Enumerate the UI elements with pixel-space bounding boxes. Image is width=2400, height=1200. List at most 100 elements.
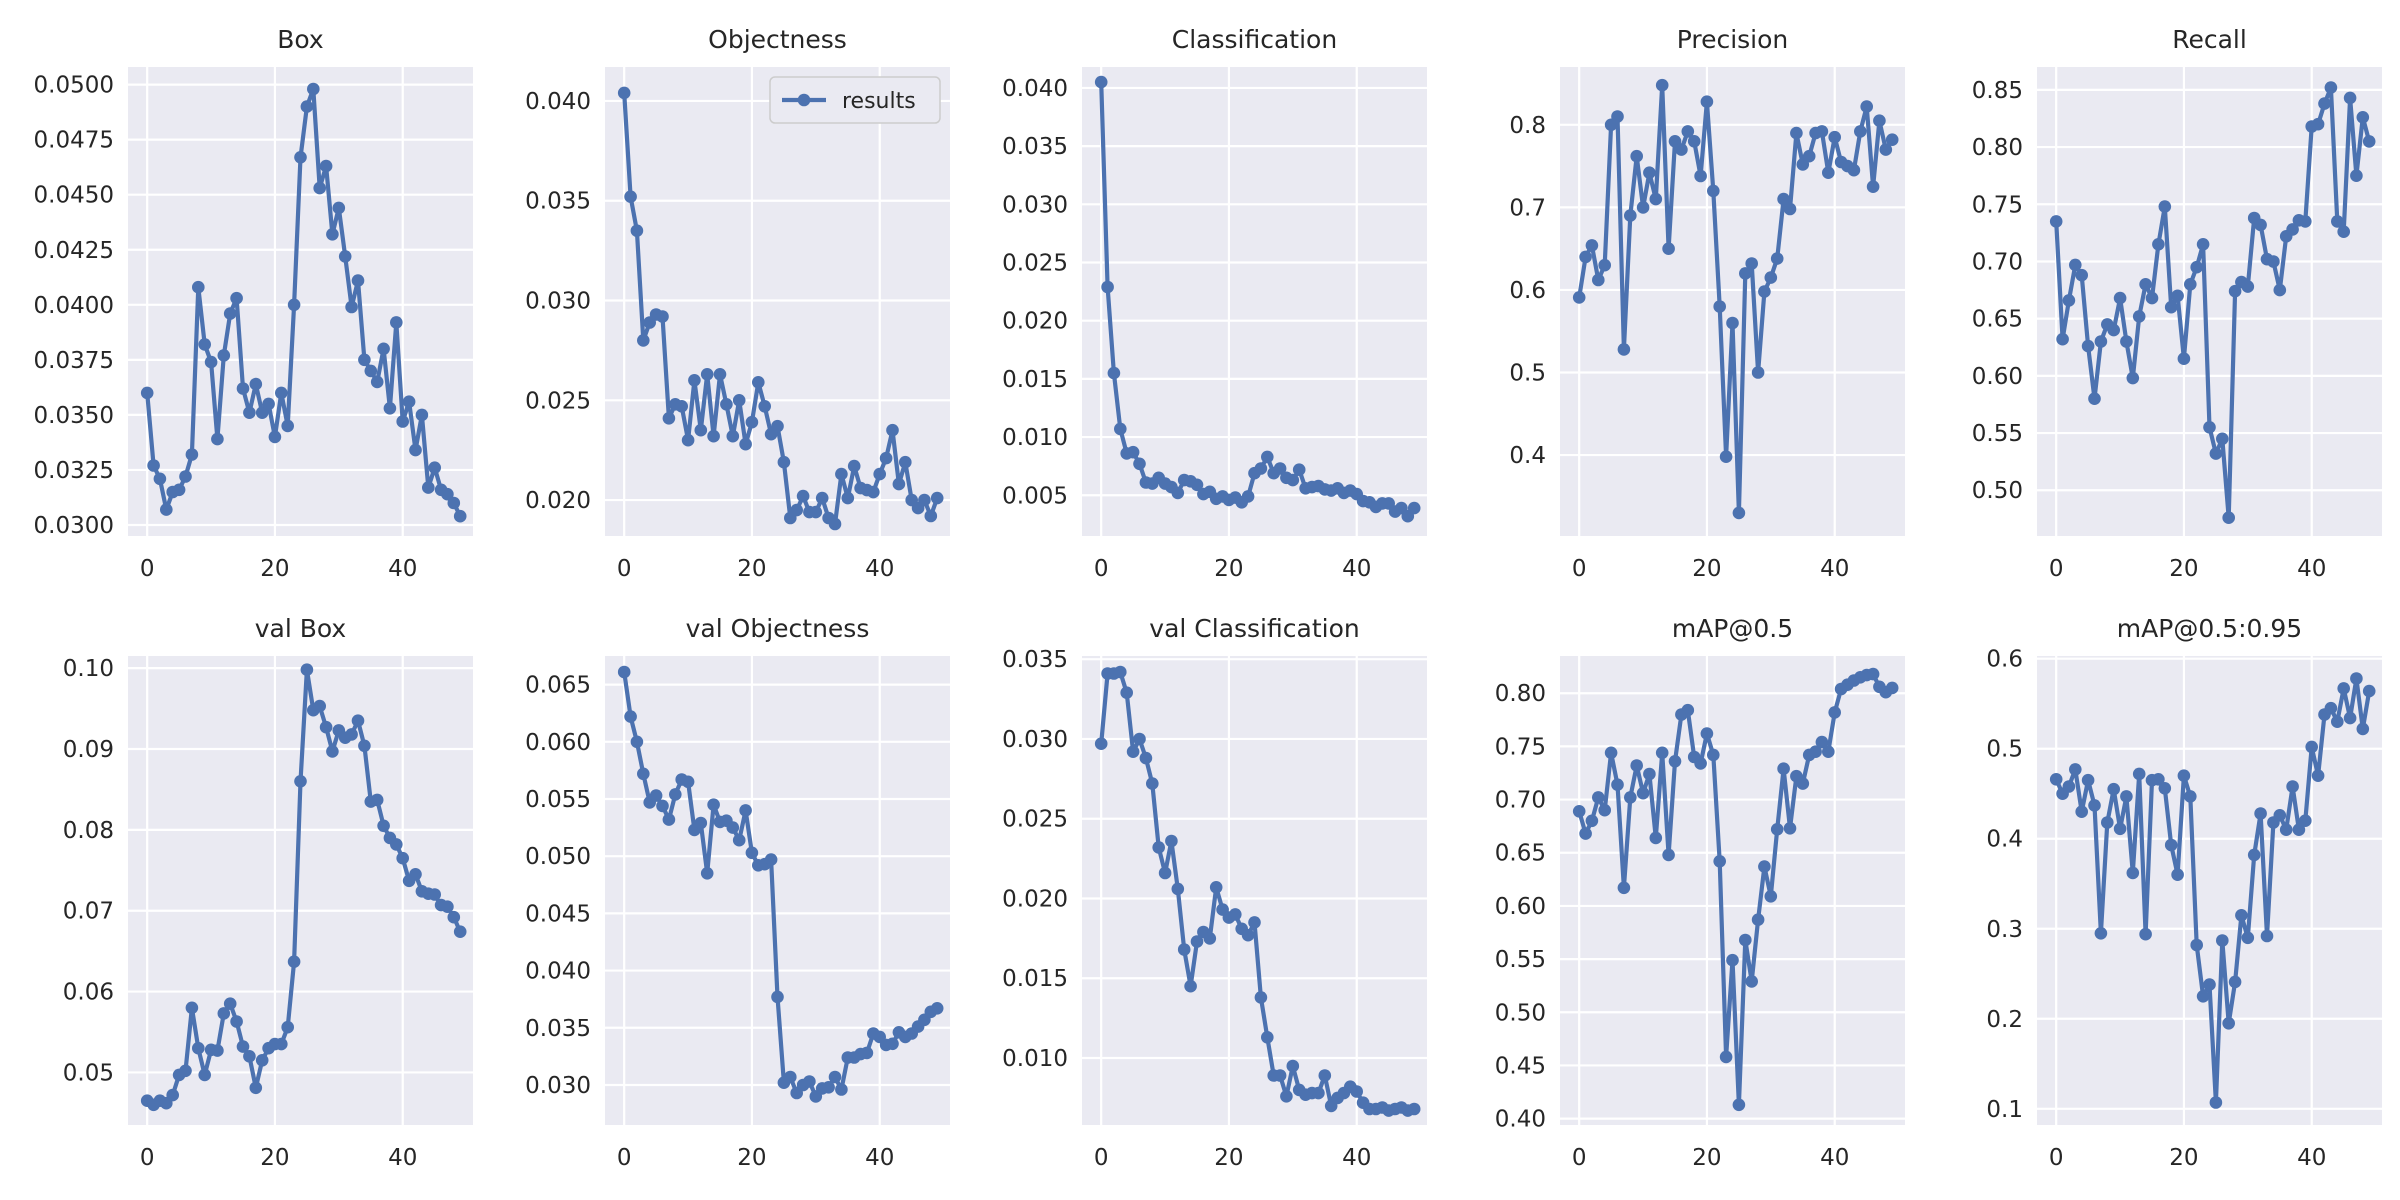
data-point [1726,953,1739,967]
x-tick-label: 20 [260,556,289,582]
data-point [185,448,199,461]
data-point [1675,143,1688,156]
data-point [1694,169,1707,183]
data-point [1572,291,1586,304]
data-point [396,851,410,865]
chart-1: 0.020 0.025 0.030 0.035 0.040 0 20 40 Objectness… [525,25,950,582]
data-point [2216,432,2229,446]
data-point [2196,238,2210,251]
data-point [2062,294,2076,307]
data-point [1707,184,1720,198]
x-tick-label: 20 [737,1145,766,1171]
data-point [1604,746,1618,760]
chart-title: val Box [255,614,346,643]
data-point [745,846,759,860]
data-point [1286,1059,1300,1073]
y-tick-label: 0.80 [1972,135,2023,161]
y-tick-label: 0.055 [525,787,591,813]
data-point [243,1050,256,1063]
data-point [1171,486,1185,500]
data-point [1318,1069,1332,1082]
data-point [428,461,442,475]
data-point [441,900,454,913]
data-point [1681,125,1695,138]
data-point [2164,838,2178,852]
y-tick-label: 0.75 [1495,734,1546,760]
x-tick-label: 0 [1572,1145,1587,1171]
data-point [1598,803,1611,817]
chart-2: 0.005 0.010 0.015 0.020 0.025 0.030 0.035 0.040… [1002,25,1427,582]
data-point [2120,790,2133,803]
data-point [1643,166,1656,179]
x-tick-label: 0 [140,556,155,582]
data-point [924,509,938,523]
data-point [2247,848,2261,862]
data-point [1094,737,1108,750]
data-point [2088,799,2101,812]
data-point [681,775,695,789]
data-point [726,429,740,443]
data-point [2056,332,2069,346]
y-tick-label: 0.5 [1509,361,1546,387]
data-point [140,386,154,400]
data-point [2107,323,2120,337]
plot-area [2037,656,2382,1125]
data-point [694,423,708,437]
data-point [243,406,256,420]
y-tick-label: 0.020 [1002,886,1068,912]
x-tick-label: 40 [1342,556,1371,582]
data-point [1094,75,1108,89]
data-point [1822,745,1835,758]
data-point [172,483,186,497]
data-point [739,804,752,817]
data-point [422,481,435,494]
data-point [815,491,829,505]
data-point [2235,909,2248,922]
data-point [2337,682,2350,695]
data-point [204,355,218,369]
plot-area [605,656,950,1125]
data-point [192,1041,205,1055]
data-point [2184,790,2197,803]
data-point [179,1064,192,1078]
data-point [377,819,390,833]
data-point [198,1068,211,1082]
data-point [1126,745,1140,758]
data-point [1879,143,1893,156]
data-point [1407,501,1421,515]
data-point [2101,816,2114,829]
data-point [396,415,410,428]
x-tick-label: 20 [1692,1145,1721,1171]
x-tick-label: 20 [737,556,766,582]
data-point [1158,866,1172,880]
data-point [764,853,778,866]
data-point [732,394,746,407]
data-point [1636,786,1650,800]
data-point [370,375,384,389]
y-tick-label: 0.005 [1002,483,1068,509]
data-point [275,1037,288,1051]
data-point [1713,300,1726,313]
data-point [2292,823,2306,836]
y-tick-label: 0.8 [1509,113,1546,139]
data-point [630,735,644,749]
data-point [1828,706,1841,719]
data-point [694,816,708,830]
data-point [447,496,461,510]
data-point [637,334,650,347]
data-point [2126,371,2140,385]
data-point [2299,814,2312,827]
y-tick-label: 0.70 [1972,249,2023,275]
data-point [630,224,644,237]
data-point [2069,763,2082,776]
data-point [1790,126,1803,140]
data-point [1796,777,1810,790]
data-point [358,739,371,753]
data-point [1114,665,1127,679]
data-point [1770,823,1784,836]
x-tick-label: 0 [1094,556,1109,582]
data-point [1184,979,1197,993]
data-point [2132,767,2146,781]
data-point [662,412,676,425]
